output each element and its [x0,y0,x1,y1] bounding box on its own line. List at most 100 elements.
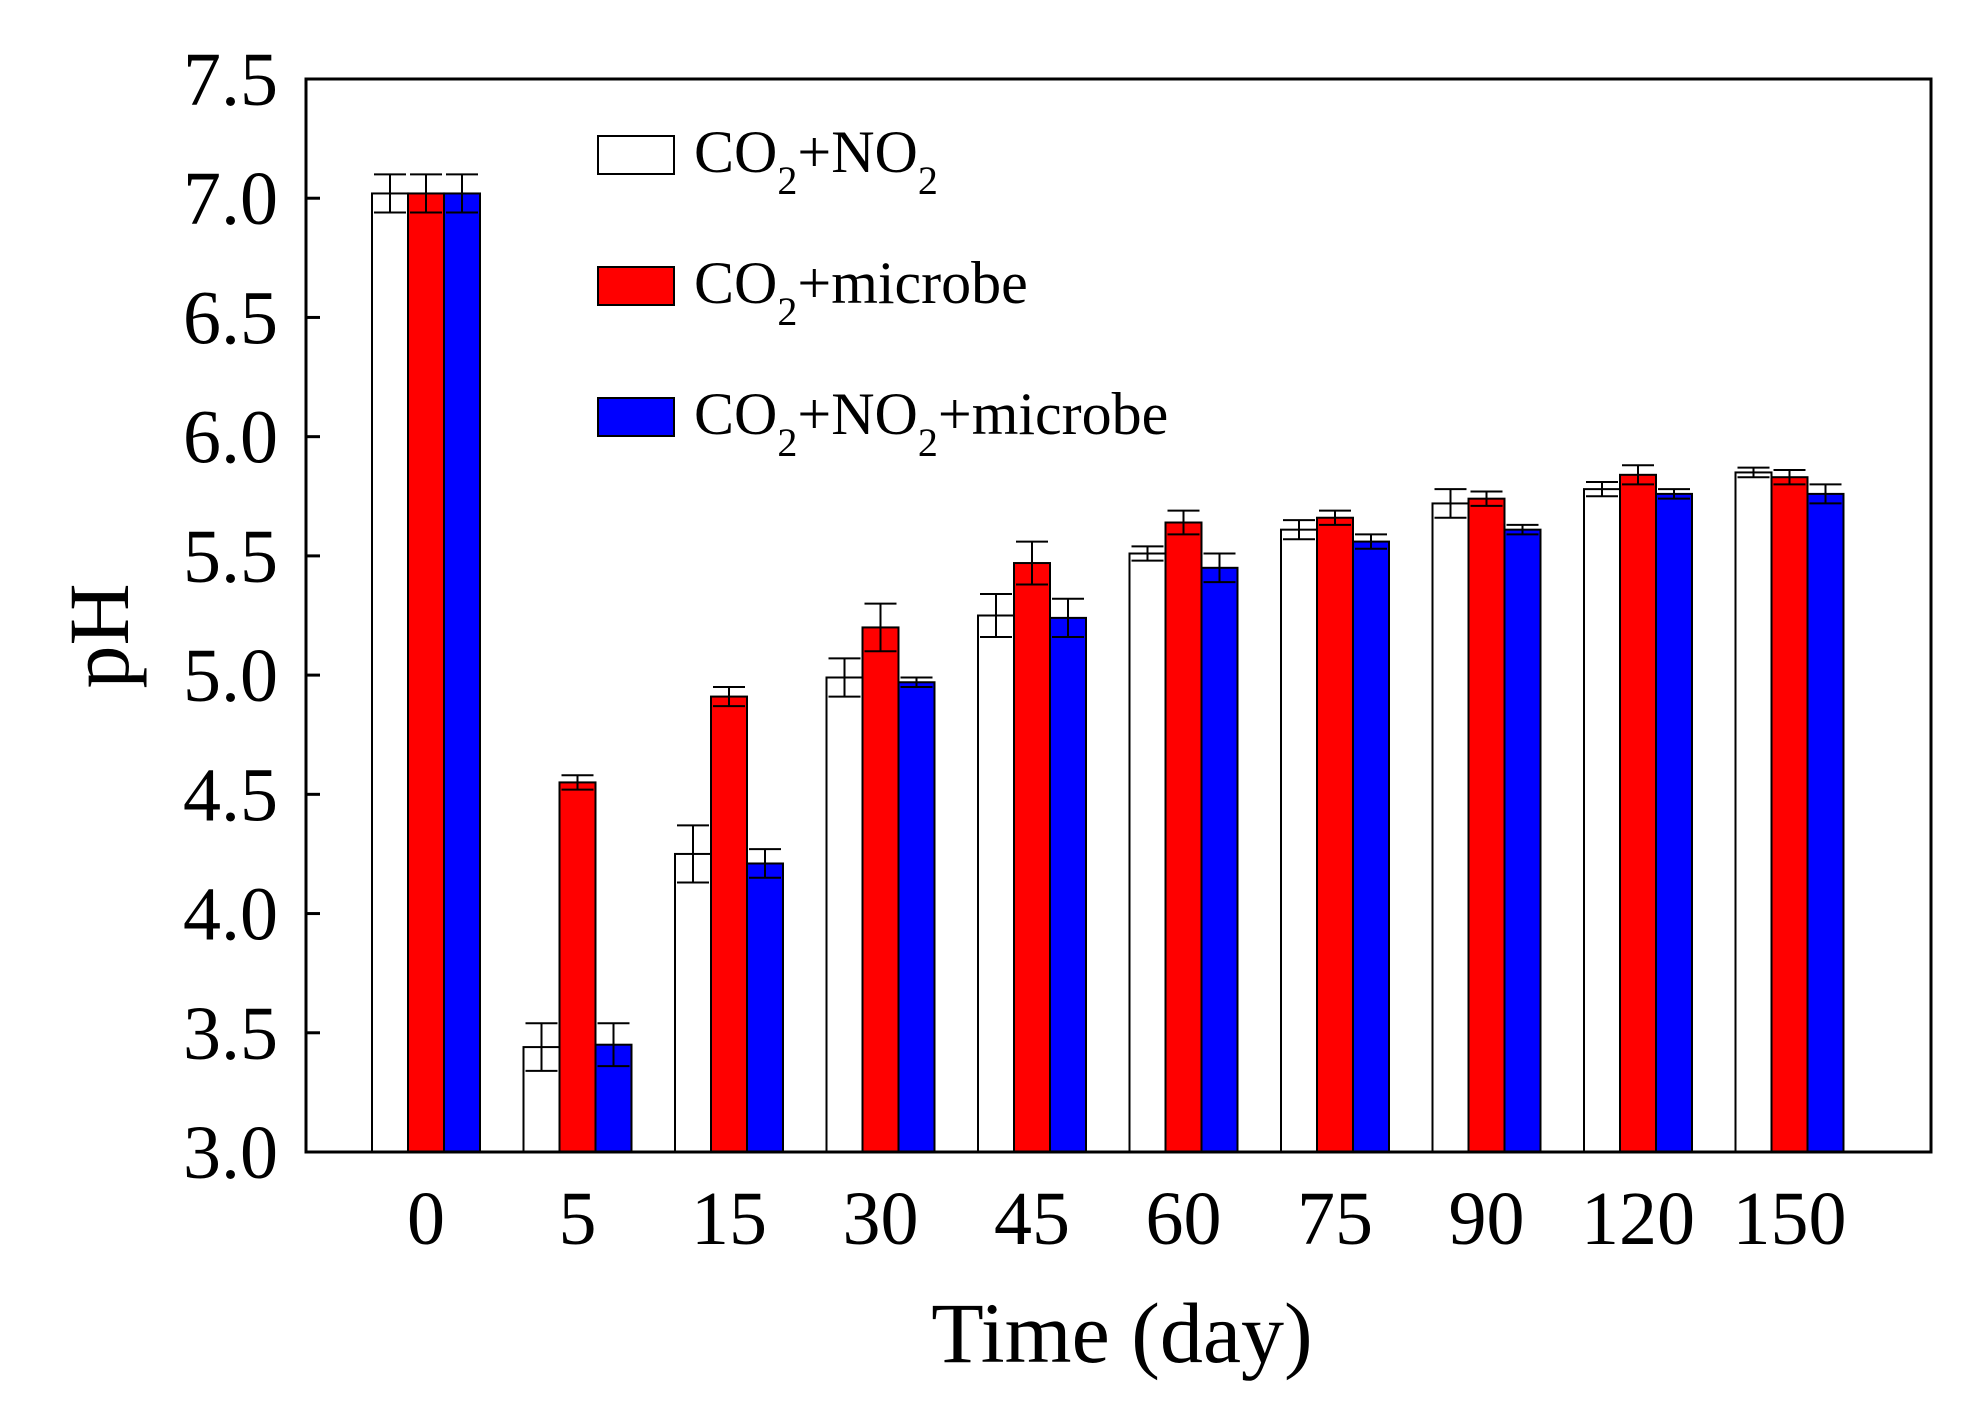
bar [1049,616,1087,1153]
bar [1806,492,1845,1154]
error-bar [561,774,594,791]
legend-swatch [597,397,675,437]
legend-text-part: +NO [797,119,918,185]
bar [1734,471,1773,1153]
legend-item: CO2+microbe [597,250,1028,334]
legend-label: CO2+microbe [694,250,1028,334]
x-tick-label: 15 [691,1177,767,1261]
legend-text-part: +microbe [797,250,1027,316]
bar [1431,502,1470,1154]
plot-frame [304,77,1933,1154]
error-bar [1658,488,1690,500]
x-tick-label: 45 [994,1177,1070,1261]
bar [1583,488,1621,1153]
x-tick-label: 5 [559,1177,597,1261]
x-tick-label: 120 [1581,1177,1695,1261]
error-bar [1131,545,1164,562]
x-tick-label: 60 [1146,1177,1222,1261]
bar [407,192,445,1154]
error-bar [410,173,442,214]
x-tick-label: 0 [407,1177,445,1261]
y-tick-label: 4.5 [183,753,278,837]
legend-text-part: +NO [797,381,918,447]
y-tick-label: 5.5 [183,515,278,599]
y-tick-label: 6.0 [183,396,278,480]
bar [825,676,864,1153]
legend-text-part: +microbe [938,381,1168,447]
bar [1655,492,1693,1154]
legend-swatch [597,135,675,175]
bar [1619,473,1657,1154]
legend-subscript: 2 [918,420,938,465]
x-tick-label: 75 [1297,1177,1373,1261]
error-bar [980,593,1012,638]
error-bar [446,173,478,214]
error-bar [1506,523,1539,536]
x-axis: 0 5 15 30 45 60 75 90 120 150 [407,1177,1847,1261]
error-bar [1355,533,1387,550]
error-bar [1809,483,1842,505]
error-bar [1283,519,1315,541]
bar [1128,552,1167,1153]
bar [746,862,784,1154]
error-bar [597,1022,630,1068]
y-tick-label: 7.5 [183,38,278,122]
error-bar [864,602,897,653]
legend-text-part: CO [694,381,777,447]
y-tick-label: 3.0 [183,1111,278,1195]
bar [1467,497,1506,1153]
legend-swatch [597,266,675,306]
legend-label: CO2+NO2+microbe [694,381,1168,465]
bar [861,626,900,1153]
y-tick-label: 5.0 [183,634,278,718]
error-bar [1737,466,1770,479]
bar [674,852,712,1153]
legend-label: CO2+NO2 [694,119,938,203]
error-bar [1470,490,1503,507]
error-bar [1622,464,1654,486]
error-bar [1434,488,1467,519]
y-tick-label: 7.0 [183,157,278,241]
legend-item: CO2+NO2 [597,119,938,203]
bar [1164,521,1203,1153]
bar [977,614,1015,1153]
x-tick-label: 150 [1733,1177,1847,1261]
legend-subscript: 2 [777,158,797,203]
y-tick-label: 6.5 [183,276,278,360]
bar [371,192,409,1154]
bar [1503,528,1542,1153]
bar [1352,540,1390,1153]
legend-subscript: 2 [777,420,797,465]
error-bar [749,848,781,879]
y-axis-title: pH [51,583,147,688]
bar [1770,476,1809,1153]
error-bar [1773,469,1806,486]
error-bar [677,824,709,884]
bar [710,695,748,1153]
y-tick-label: 4.0 [183,873,278,957]
error-bar [1319,509,1351,526]
x-tick-label: 90 [1449,1177,1525,1261]
error-bar [374,173,406,214]
error-bar [1016,540,1048,586]
bar [558,781,597,1154]
error-bar [525,1022,558,1072]
legend-subscript: 2 [918,158,938,203]
error-bar [900,676,933,689]
bar [1200,566,1239,1153]
error-bars-layer [374,173,1842,1072]
x-axis-title: Time (day) [931,1285,1312,1381]
error-bar [1052,597,1084,638]
bar [443,192,481,1154]
legend-text-part: CO [694,250,777,316]
legend-text-part: CO [694,119,777,185]
legend-subscript: 2 [777,289,797,334]
y-axis: 3.0 3.5 4.0 4.5 5.0 5.5 6.0 6.5 7.0 7.5 [183,38,320,1195]
legend-item: CO2+NO2+microbe [597,381,1168,465]
error-bar [1586,480,1618,498]
bar [1316,516,1354,1153]
bars-layer [371,192,1845,1154]
x-tick-label: 30 [843,1177,919,1261]
